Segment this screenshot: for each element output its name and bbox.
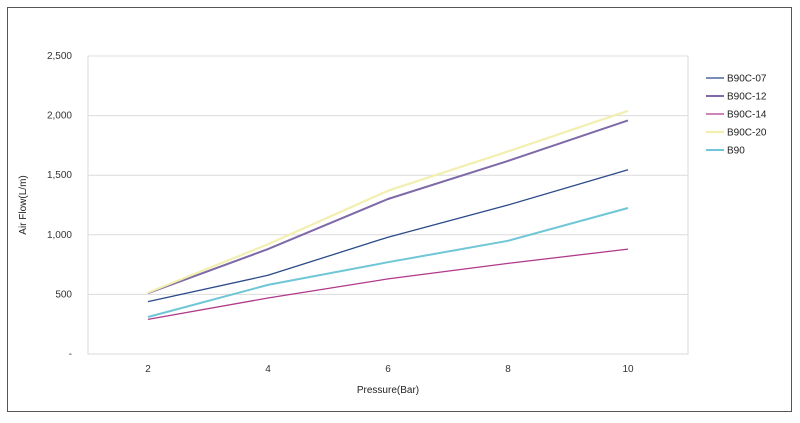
legend-label: B90C-14: [727, 110, 767, 121]
y-tick-label: -: [69, 349, 72, 360]
y-tick-label: 1,500: [47, 170, 72, 181]
y-tick-label: 500: [55, 289, 72, 300]
series-line-b90c-07: [147, 169, 629, 303]
y-tick-labels: - 500 1,000 1,500 2,000 2,500: [47, 51, 72, 360]
series-lines: [147, 109, 629, 321]
gridlines: [88, 55, 688, 295]
x-tick-label: 6: [385, 364, 391, 375]
legend-label: B90C-07: [727, 74, 767, 85]
y-tick-label: 1,000: [47, 230, 72, 241]
x-tick-label: 10: [622, 364, 634, 375]
y-axis-title: Air Flow(L/m): [18, 175, 29, 234]
legend-label: B90C-12: [727, 92, 767, 103]
y-tick-label: 2,000: [47, 111, 72, 122]
series-line-b90c-12: [147, 119, 629, 295]
series-line-b90c-14: [147, 248, 629, 321]
x-tick-label: 2: [145, 364, 151, 375]
y-tick-label: 2,500: [47, 51, 72, 62]
legend-label: B90C-20: [727, 128, 767, 139]
series-line-b90c-20: [147, 109, 629, 294]
series-line-b90: [147, 207, 629, 318]
x-tick-labels: 2 4 6 8 10: [145, 364, 634, 375]
x-axis-title: Pressure(Bar): [357, 385, 419, 396]
legend-label: B90: [727, 146, 745, 157]
x-tick-label: 8: [505, 364, 511, 375]
x-tick-label: 4: [265, 364, 271, 375]
legend: B90C-07 B90C-12 B90C-14 B90C-20 B90: [706, 74, 767, 157]
plot-area: [87, 55, 689, 355]
